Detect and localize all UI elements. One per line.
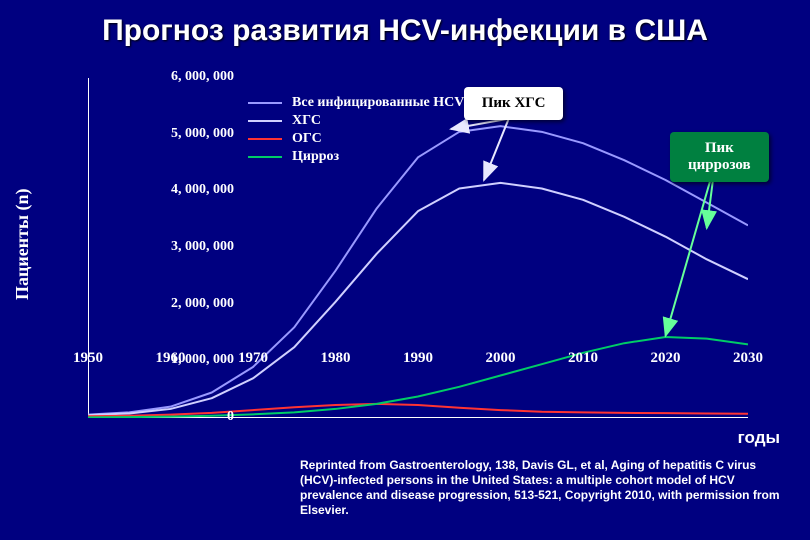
annotation-peak_chc: Пик ХГС — [464, 87, 564, 120]
x-tick: 2020 — [646, 350, 686, 367]
y-axis-label: Пациенты (n) — [12, 189, 33, 301]
legend-label: Цирроз — [292, 149, 339, 165]
y-tick: 0 — [144, 409, 234, 425]
legend-item: Цирроз — [248, 148, 464, 166]
legend: Все инфицированные HCV ХГС ОГС Цирроз — [248, 94, 464, 166]
slide: Прогноз развития HCV-инфекции в США Паци… — [0, 0, 810, 540]
y-tick: 2, 000, 000 — [144, 296, 234, 312]
y-tick: 6, 000, 000 — [144, 69, 234, 85]
legend-swatch — [248, 102, 282, 104]
x-tick: 2000 — [481, 350, 521, 367]
legend-item: ОГС — [248, 130, 464, 148]
x-tick: 1960 — [151, 350, 191, 367]
x-tick: 1990 — [398, 350, 438, 367]
legend-label: Все инфицированные HCV — [292, 95, 464, 111]
x-tick: 1980 — [316, 350, 356, 367]
legend-item: Все инфицированные HCV — [248, 94, 464, 112]
x-tick: 2010 — [563, 350, 603, 367]
legend-swatch — [248, 120, 282, 122]
citation: Reprinted from Gastroenterology, 138, Da… — [300, 458, 780, 518]
x-tick: 2030 — [728, 350, 768, 367]
slide-title: Прогноз развития HCV-инфекции в США — [0, 14, 810, 48]
x-tick: 1950 — [68, 350, 108, 367]
x-axis-label: годы — [738, 428, 780, 448]
legend-label: ХГС — [292, 113, 321, 129]
legend-label: ОГС — [292, 131, 322, 147]
legend-item: ХГС — [248, 112, 464, 130]
y-tick: 4, 000, 000 — [144, 182, 234, 198]
y-tick: 3, 000, 000 — [144, 239, 234, 255]
annotation-peak_cirr: Пикциррозов — [670, 132, 769, 182]
x-tick: 1970 — [233, 350, 273, 367]
y-tick: 5, 000, 000 — [144, 126, 234, 142]
legend-swatch — [248, 156, 282, 158]
legend-swatch — [248, 138, 282, 140]
